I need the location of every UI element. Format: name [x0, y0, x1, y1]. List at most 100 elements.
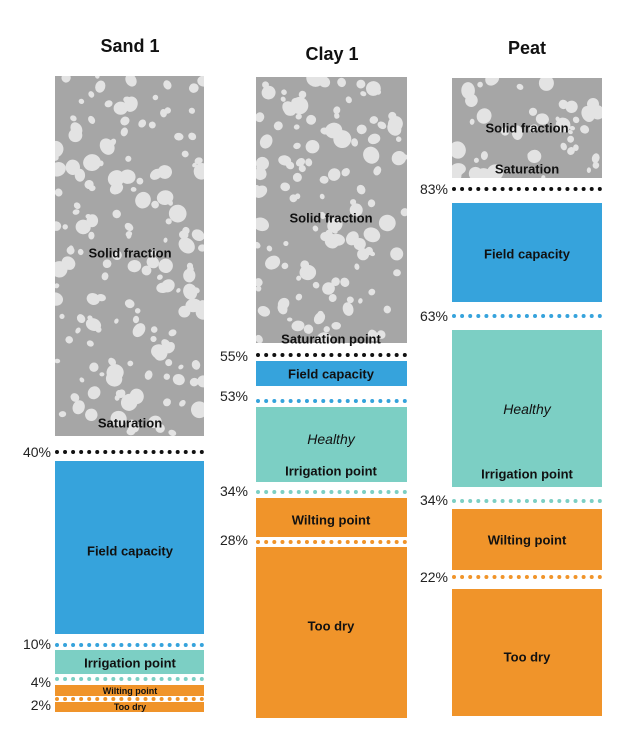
pebble	[256, 112, 265, 123]
pebble	[78, 98, 85, 105]
pebble	[150, 326, 158, 333]
pebble	[331, 277, 340, 287]
pebble	[58, 411, 67, 418]
pebble	[104, 100, 113, 108]
pebble-texture	[256, 77, 407, 343]
pebble	[55, 292, 64, 306]
saturation-line	[55, 450, 204, 454]
pebble	[312, 281, 320, 289]
pebble	[163, 80, 172, 90]
pebble	[535, 113, 549, 125]
pebble	[65, 336, 73, 344]
healthy-zone	[452, 330, 602, 487]
pebble	[135, 191, 151, 209]
field-capacity-label: Field capacity	[288, 366, 374, 382]
pebble	[151, 200, 159, 209]
pebble	[256, 184, 260, 193]
pebble	[168, 429, 177, 436]
pebble	[586, 167, 592, 173]
pebble	[590, 105, 602, 120]
field-capacity-zone	[452, 203, 602, 302]
pebble	[55, 358, 61, 364]
field-capacity-zone	[256, 361, 407, 386]
too-dry-label: Too dry	[503, 649, 551, 665]
pebble	[349, 203, 363, 217]
pebble	[391, 150, 407, 166]
pebble	[87, 386, 101, 400]
pebble	[256, 156, 269, 171]
too-dry-label: Too dry	[307, 618, 355, 634]
pebble	[86, 340, 94, 347]
percent-label: 34%	[219, 483, 248, 499]
pebble	[283, 240, 289, 247]
pebble	[300, 260, 310, 270]
field-capacity-line	[55, 643, 204, 647]
pebble	[126, 232, 132, 239]
pebble	[367, 133, 381, 145]
pebble	[316, 332, 332, 343]
pebble	[340, 277, 350, 287]
pebble	[560, 142, 567, 151]
wilting-line	[55, 697, 204, 701]
pebble	[108, 357, 117, 366]
pebble	[333, 106, 341, 115]
pebble	[188, 107, 196, 114]
pebble	[327, 217, 343, 233]
pebble	[120, 127, 128, 137]
pebble	[572, 116, 580, 124]
pebble	[188, 83, 199, 93]
pebble	[293, 142, 301, 150]
pebble	[474, 168, 492, 178]
pebble	[55, 188, 63, 197]
pebble	[453, 166, 464, 177]
pebble	[88, 91, 95, 98]
pebble	[346, 296, 354, 304]
pebble	[317, 310, 324, 317]
pebble	[197, 76, 204, 87]
pebble	[323, 326, 330, 333]
pebble	[373, 166, 382, 176]
too-dry-zone	[452, 589, 602, 716]
pebble	[125, 76, 137, 87]
pebble	[115, 390, 121, 397]
pebble	[565, 100, 578, 113]
pebble	[148, 121, 156, 129]
pebble	[77, 248, 84, 256]
pebble	[88, 231, 95, 240]
pebble	[541, 175, 546, 178]
column-title-peat: Peat	[507, 38, 547, 58]
pebble	[461, 82, 475, 99]
pebble	[127, 259, 142, 273]
pebble	[295, 158, 306, 167]
pebble	[256, 278, 263, 287]
pebble	[124, 222, 134, 232]
pebble	[277, 297, 290, 310]
pebble	[298, 90, 307, 99]
pebble	[70, 393, 80, 402]
pebble	[400, 208, 407, 217]
pebble	[183, 283, 198, 300]
pebble	[376, 330, 386, 339]
pebble	[75, 327, 81, 334]
pebble	[189, 377, 199, 387]
pebble	[86, 293, 100, 305]
pebble	[356, 124, 367, 135]
pebble	[287, 317, 293, 322]
pebble	[182, 226, 190, 235]
pebble	[165, 218, 172, 225]
pebble	[110, 410, 127, 427]
pebble	[113, 101, 128, 115]
pebble	[469, 118, 475, 125]
pebble	[511, 125, 523, 140]
pebble	[119, 169, 136, 184]
pebble	[402, 154, 407, 160]
pebble	[256, 167, 267, 181]
pebble	[334, 114, 340, 119]
percent-label: 28%	[219, 532, 248, 548]
pebble-texture	[452, 78, 602, 178]
percent-label: 22%	[419, 569, 448, 585]
pebble	[281, 89, 287, 95]
pebble	[109, 182, 124, 195]
pebble	[592, 161, 600, 169]
pebble	[70, 122, 83, 136]
